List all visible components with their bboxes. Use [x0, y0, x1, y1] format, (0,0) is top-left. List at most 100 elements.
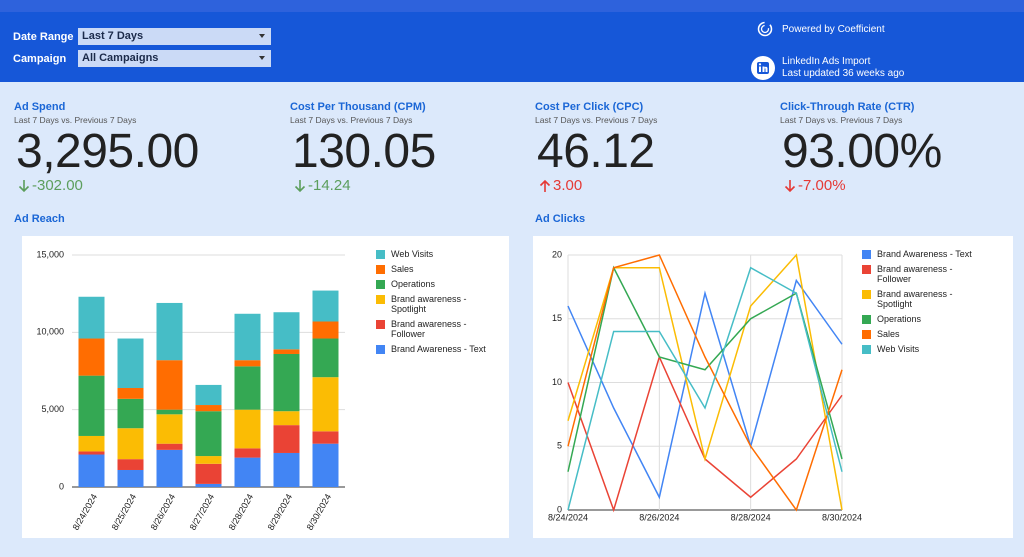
x-tick-label: 8/26/2024 [639, 512, 679, 522]
chart-panel: 0 5 10 15 20 8/24/2024 8/26/2024 8/28/2024 8/30/… [533, 236, 1013, 538]
dropdown-value: All Campaigns [82, 52, 159, 64]
bar-segment [117, 459, 144, 470]
bar-segment [234, 448, 261, 458]
bar-segment [273, 312, 300, 350]
trend-arrow [784, 179, 796, 192]
trend-arrow [294, 179, 306, 192]
legend-item: Brand awareness - Follower [376, 319, 494, 339]
source-name: LinkedIn Ads Import [782, 56, 871, 67]
bar-segment [273, 452, 300, 487]
bar-segment [78, 451, 105, 455]
chart-panel: 0 5,000 10,000 15,000 8/24/2024 8/25/2024 8/26… [22, 236, 509, 538]
y-tick-label: 10,000 [36, 327, 64, 337]
kpi-subtitle: Last 7 Days vs. Previous 7 Days [290, 115, 413, 125]
bar-segment [156, 414, 183, 444]
series-line [567, 266, 843, 511]
bar-segment [234, 313, 261, 361]
kpi-subtitle: Last 7 Days vs. Previous 7 Days [14, 115, 137, 125]
x-tick-label: 8/30/2024 [822, 512, 862, 522]
legend-item: Web Visits [376, 249, 494, 259]
x-tick-label: 8/30/2024 [305, 492, 334, 532]
legend-swatch [376, 345, 385, 354]
legend-swatch [862, 250, 871, 259]
bar-segment [312, 431, 339, 444]
legend-label: Brand awareness - Spotlight [877, 289, 953, 309]
y-tick-label: 0 [59, 481, 64, 491]
x-tick-label: 8/27/2024 [188, 492, 217, 532]
legend-swatch [376, 295, 385, 304]
legend-swatch [376, 250, 385, 259]
legend-item: Sales [862, 329, 974, 339]
x-tick-label: 8/25/2024 [110, 492, 139, 532]
coefficient-logo [757, 21, 773, 37]
bar-segment [273, 425, 300, 453]
legend-label: Brand awareness - Spotlight [391, 294, 467, 314]
legend-swatch [862, 315, 871, 324]
date-range-dropdown[interactable]: Last 7 Days [78, 28, 271, 45]
header-bar: Date Range Last 7 Days Campaign All Camp… [0, 0, 1024, 82]
legend-item: Brand awareness - Follower [862, 264, 974, 284]
kpi-delta-row: -302.00 [18, 177, 83, 194]
bar-segment [117, 388, 144, 399]
kpi-value: 3,295.00 [16, 125, 199, 178]
bar-segment [78, 435, 105, 452]
arrow-shape [294, 179, 306, 192]
kpi-title: Click-Through Rate (CTR) [780, 101, 915, 113]
bar-segment [195, 411, 222, 457]
kpi-title: Cost Per Click (CPC) [535, 101, 644, 113]
kpi-subtitle: Last 7 Days vs. Previous 7 Days [535, 115, 658, 125]
legend-swatch [376, 265, 385, 274]
x-tick-label: 8/24/2024 [71, 492, 100, 532]
bar-segment [195, 483, 222, 487]
bar-segment [195, 405, 222, 412]
legend-swatch [376, 320, 385, 329]
legend-label: Sales [877, 329, 900, 339]
kpi-delta-row: 3.00 [539, 177, 582, 194]
bar-segment [234, 360, 261, 367]
dropdown-value: Last 7 Days [82, 30, 144, 42]
bar-segment [117, 469, 144, 487]
bar-segment [234, 366, 261, 410]
series-line [567, 265, 843, 472]
bar-segment [78, 338, 105, 376]
y-tick-label: 10 [552, 377, 562, 387]
linkedin-icon [751, 56, 775, 80]
kpi-delta: -14.24 [308, 177, 351, 194]
dropdown-caret [259, 56, 265, 60]
bar-segment [156, 443, 183, 450]
campaign-dropdown[interactable]: All Campaigns [78, 50, 271, 67]
bar-segment [156, 409, 183, 415]
legend-label: Operations [877, 314, 922, 324]
bar-segment [273, 353, 300, 412]
series-line [567, 254, 843, 512]
x-tick-label: 8/26/2024 [149, 492, 178, 532]
legend-label: Sales [391, 264, 414, 274]
legend-item: Brand awareness - Spotlight [376, 294, 494, 314]
bar-segment [156, 360, 183, 410]
dropdown-caret [259, 34, 265, 38]
last-updated: Last updated 36 weeks ago [782, 68, 905, 79]
legend-label: Brand Awareness - Text [877, 249, 972, 259]
y-tick-label: 15,000 [36, 249, 64, 259]
kpi-value: 93.00% [782, 125, 942, 178]
kpi-delta: -302.00 [32, 177, 83, 194]
bar-segment [312, 377, 339, 432]
bar-segment [312, 321, 339, 339]
series-line [567, 354, 843, 513]
legend-item: Operations [376, 279, 494, 289]
filter-label: Campaign [13, 53, 67, 65]
legend-label: Brand awareness - Follower [391, 319, 467, 339]
bar-segment [312, 443, 339, 487]
x-tick-label: 8/29/2024 [266, 492, 295, 532]
kpi-delta-row: -14.24 [294, 177, 351, 194]
header-strip [0, 0, 1024, 12]
x-tick-label: 8/28/2024 [731, 512, 771, 522]
y-tick-label: 5 [557, 441, 562, 451]
filter-label: Date Range [13, 31, 74, 43]
legend-item: Sales [376, 264, 494, 274]
bar-segment [117, 338, 144, 389]
arrow-shape [539, 179, 551, 192]
x-tick-label: 8/28/2024 [227, 492, 256, 532]
legend: Brand Awareness - Text Brand awareness - … [862, 249, 974, 354]
